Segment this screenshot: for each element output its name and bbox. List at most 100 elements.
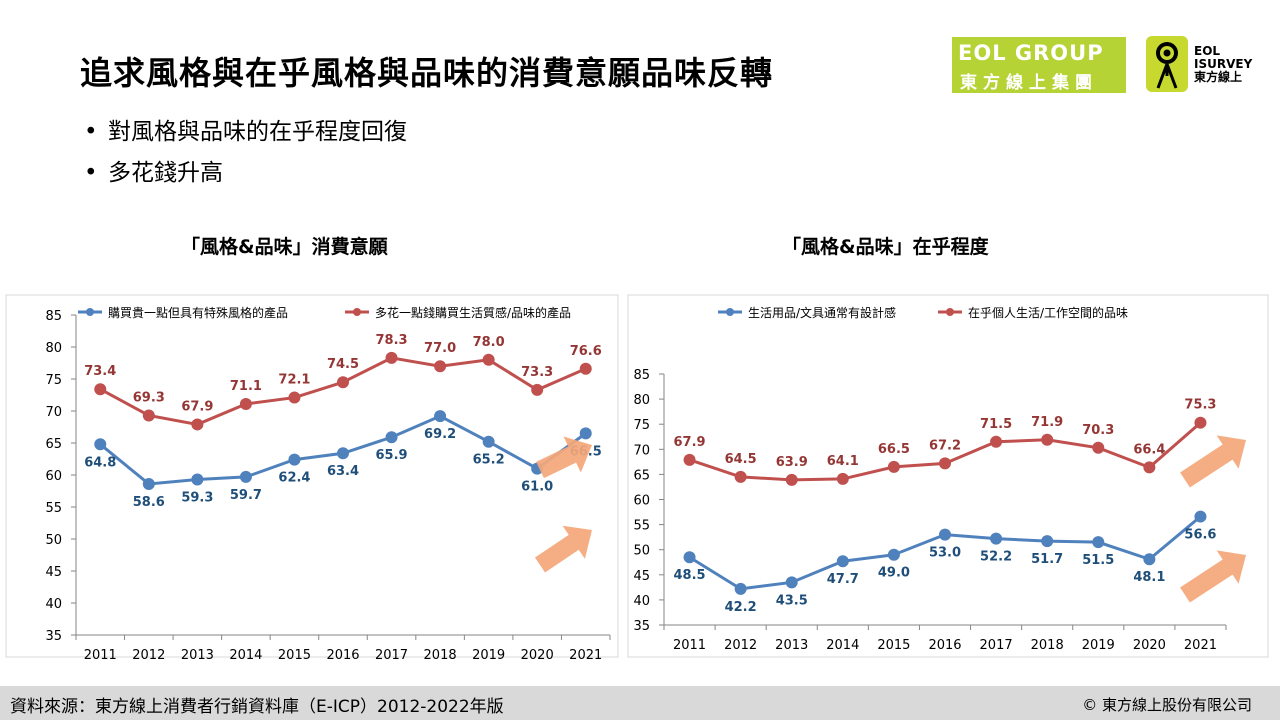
y-tick-label: 50: [45, 533, 62, 548]
data-point: [1143, 553, 1156, 566]
legend-marker: [86, 308, 94, 316]
x-tick-label: 2018: [424, 648, 457, 663]
bullet-item: • 多花錢升高: [84, 156, 407, 197]
data-point: [288, 453, 301, 466]
x-tick-label: 2017: [980, 638, 1013, 653]
data-point: [990, 435, 1003, 448]
y-tick-label: 60: [633, 494, 650, 509]
data-label: 78.0: [473, 335, 505, 350]
data-point: [239, 397, 252, 410]
data-label: 66.4: [1133, 442, 1165, 457]
data-point: [191, 418, 204, 431]
data-label: 63.4: [327, 464, 359, 479]
x-tick-label: 2013: [181, 648, 214, 663]
data-point: [94, 383, 107, 396]
x-tick-label: 2016: [326, 648, 359, 663]
data-point: [734, 582, 747, 595]
data-point: [385, 351, 398, 364]
data-point: [239, 470, 252, 483]
y-tick-label: 35: [633, 619, 650, 634]
x-tick-label: 2011: [673, 638, 706, 653]
trend-arrow-icon: [1180, 435, 1246, 488]
data-point: [531, 383, 544, 396]
y-tick-label: 50: [633, 544, 650, 559]
data-point: [836, 555, 849, 568]
data-label: 64.1: [827, 454, 859, 469]
trend-arrow-icon: [1180, 550, 1246, 603]
y-tick-label: 45: [633, 569, 650, 584]
data-point: [1194, 510, 1207, 523]
chart-frame: [627, 294, 1269, 658]
data-label: 48.5: [674, 568, 706, 583]
isurvey-text: EOL: [1194, 44, 1221, 58]
data-label: 67.2: [929, 438, 961, 453]
data-label: 69.2: [424, 427, 456, 442]
x-tick-label: 2020: [521, 648, 554, 663]
source-note: 資料來源：東方線上消費者行銷資料庫（E-ICP）2012-2022年版: [10, 697, 504, 717]
data-point: [288, 391, 301, 404]
data-point: [579, 362, 592, 375]
x-tick-label: 2012: [724, 638, 757, 653]
y-tick-label: 65: [633, 468, 650, 483]
slide-title: 追求風格與在乎風格與品味的消費意願品味反轉: [80, 54, 774, 92]
data-point: [142, 477, 155, 490]
x-tick-label: 2011: [84, 648, 117, 663]
data-label: 59.7: [230, 488, 262, 503]
y-tick-label: 80: [633, 393, 650, 408]
y-tick-label: 55: [45, 501, 62, 516]
y-tick-label: 60: [45, 469, 62, 484]
data-point: [337, 376, 349, 389]
trend-arrow-icon: [534, 525, 592, 573]
y-tick-label: 70: [633, 443, 650, 458]
chart-frame: [5, 294, 619, 658]
data-label: 73.3: [521, 365, 553, 380]
data-point: [1092, 441, 1105, 454]
data-label: 71.9: [1031, 415, 1063, 430]
data-point: [887, 460, 900, 473]
bullet-symbol: •: [84, 160, 98, 186]
chart-title: 「風格&品味」在乎程度: [782, 236, 989, 258]
isurvey-text: 東方線上: [1194, 70, 1243, 84]
data-label: 64.5: [725, 452, 757, 467]
isurvey-text: ISURVEY: [1194, 57, 1253, 71]
data-point: [1194, 416, 1207, 429]
data-label: 62.4: [278, 471, 310, 486]
data-label: 73.4: [84, 364, 116, 379]
data-label: 53.0: [929, 546, 961, 561]
x-tick-label: 2014: [229, 648, 262, 663]
y-tick-label: 80: [45, 341, 62, 356]
data-label: 51.5: [1082, 553, 1114, 568]
data-label: 78.3: [376, 333, 408, 348]
data-point: [887, 548, 900, 561]
eol-group-logo: EOL GROUP 東方線上集團: [952, 37, 1126, 93]
data-label: 58.6: [133, 495, 165, 510]
eol-logo-subtext: 東方線上集團: [960, 73, 1098, 93]
data-point: [94, 438, 107, 451]
data-point: [191, 473, 204, 486]
y-tick-label: 40: [633, 594, 650, 609]
x-tick-label: 2021: [569, 648, 602, 663]
trend-arrow-icon: [536, 436, 592, 479]
data-point: [482, 435, 495, 448]
bullet-text: 對風格與品味的在乎程度回復: [108, 119, 407, 145]
x-tick-label: 2017: [375, 648, 408, 663]
x-tick-label: 2018: [1031, 638, 1064, 653]
data-label: 43.5: [776, 593, 808, 608]
x-tick-label: 2012: [132, 648, 165, 663]
y-tick-label: 75: [633, 418, 650, 433]
legend-label: 生活用品/文具通常有設計感: [748, 305, 896, 320]
data-point: [1092, 536, 1105, 549]
data-point: [142, 409, 155, 422]
bullet-list: • 對風格與品味的在乎程度回復 • 多花錢升高: [84, 115, 407, 197]
data-point: [434, 410, 447, 423]
data-point: [1041, 433, 1054, 446]
legend-marker: [353, 308, 361, 316]
data-label: 64.8: [84, 455, 116, 470]
data-point: [482, 353, 495, 366]
isurvey-logo: EOL ISURVEY 東方線上: [1146, 36, 1264, 92]
legend-marker: [726, 308, 734, 316]
data-label: 71.5: [980, 417, 1012, 432]
y-tick-label: 55: [633, 519, 650, 534]
data-label: 69.3: [133, 390, 165, 405]
y-tick-label: 40: [45, 597, 62, 612]
